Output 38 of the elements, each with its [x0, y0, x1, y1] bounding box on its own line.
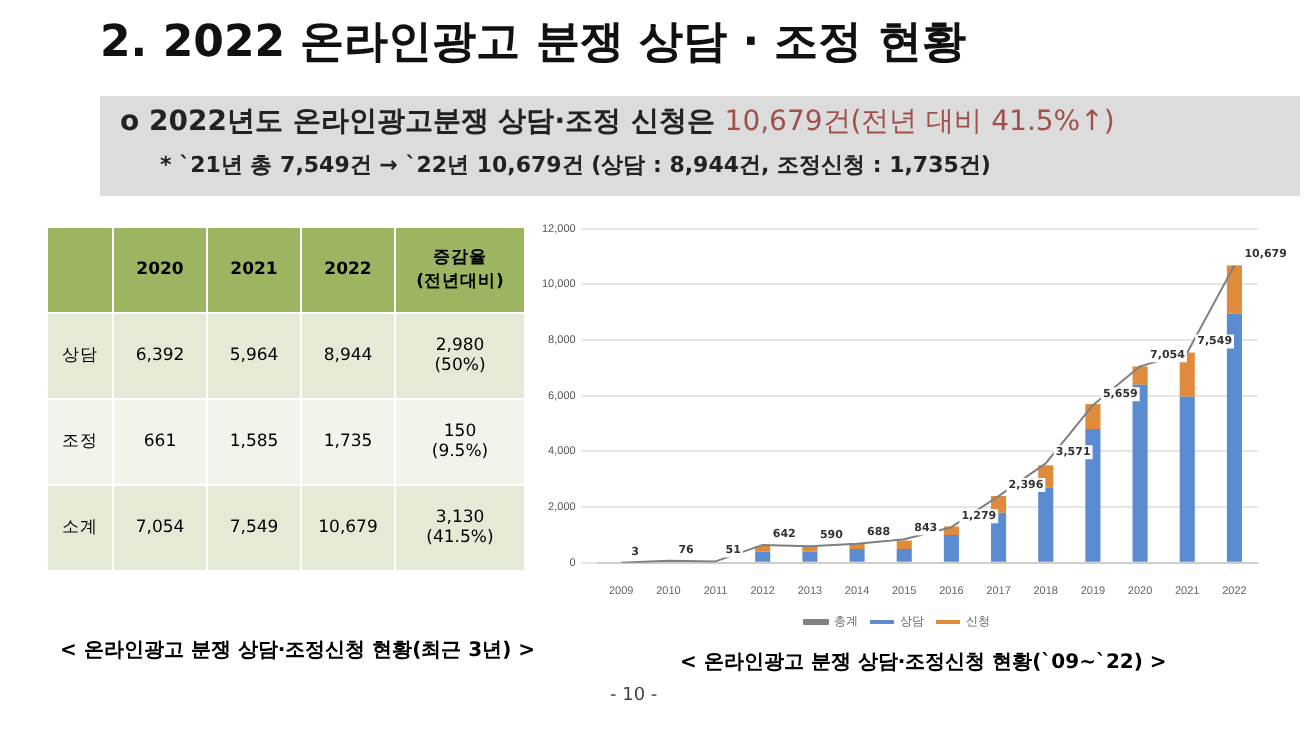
- bar: [896, 548, 912, 562]
- text: < 온라인광고 분쟁 상담·조정신청 현황(`09~`22) >: [680, 650, 1167, 676]
- text: 2020: [113, 227, 207, 313]
- bar: [1038, 487, 1054, 562]
- text: < 온라인광고 분쟁 상담·조정신청 현황(최근 3년) >: [60, 638, 536, 664]
- text: 5,964: [207, 313, 301, 399]
- text: 2,980 (50%): [395, 313, 525, 399]
- bar: [896, 540, 912, 549]
- bar: [755, 546, 771, 552]
- text: 8,944: [301, 313, 395, 399]
- bar: [755, 551, 771, 562]
- text: 증감율 (전년대비): [395, 227, 525, 313]
- text: 661: [113, 399, 207, 485]
- bar: [1179, 396, 1195, 562]
- text: 2022: [301, 227, 395, 313]
- text: * `21년 총 7,549건 → `22년 10,679건 (상담 : 8,944건, 조정신청 : 1,735건): [160, 150, 991, 180]
- text: 소계: [47, 485, 113, 571]
- text: 상담: [47, 313, 113, 399]
- text: 2. 2022 온라인광고 분쟁 상담 · 조정 현황: [100, 16, 966, 72]
- bar: [943, 534, 959, 562]
- text: 조정: [47, 399, 113, 485]
- bar: [1226, 265, 1242, 314]
- bar: [849, 548, 865, 562]
- text: o 2022년도 온라인광고분쟁 상담·조정 신청은: [120, 106, 715, 138]
- text: 150 (9.5%): [395, 399, 525, 485]
- bar: [802, 551, 818, 562]
- text: 10,679건(전년 대비 41.5%↑): [724, 106, 1115, 138]
- text: 7,549: [207, 485, 301, 571]
- text: 1,585: [207, 399, 301, 485]
- text: 6,392: [113, 313, 207, 399]
- text: 1,735: [301, 399, 395, 485]
- bar: [1132, 366, 1148, 385]
- text: 2021: [207, 227, 301, 313]
- text: - 10 -: [610, 686, 658, 706]
- text: 10,679: [301, 485, 395, 571]
- text: 3,130 (41.5%): [395, 485, 525, 571]
- text: 7,054: [113, 485, 207, 571]
- bar: [1085, 404, 1101, 430]
